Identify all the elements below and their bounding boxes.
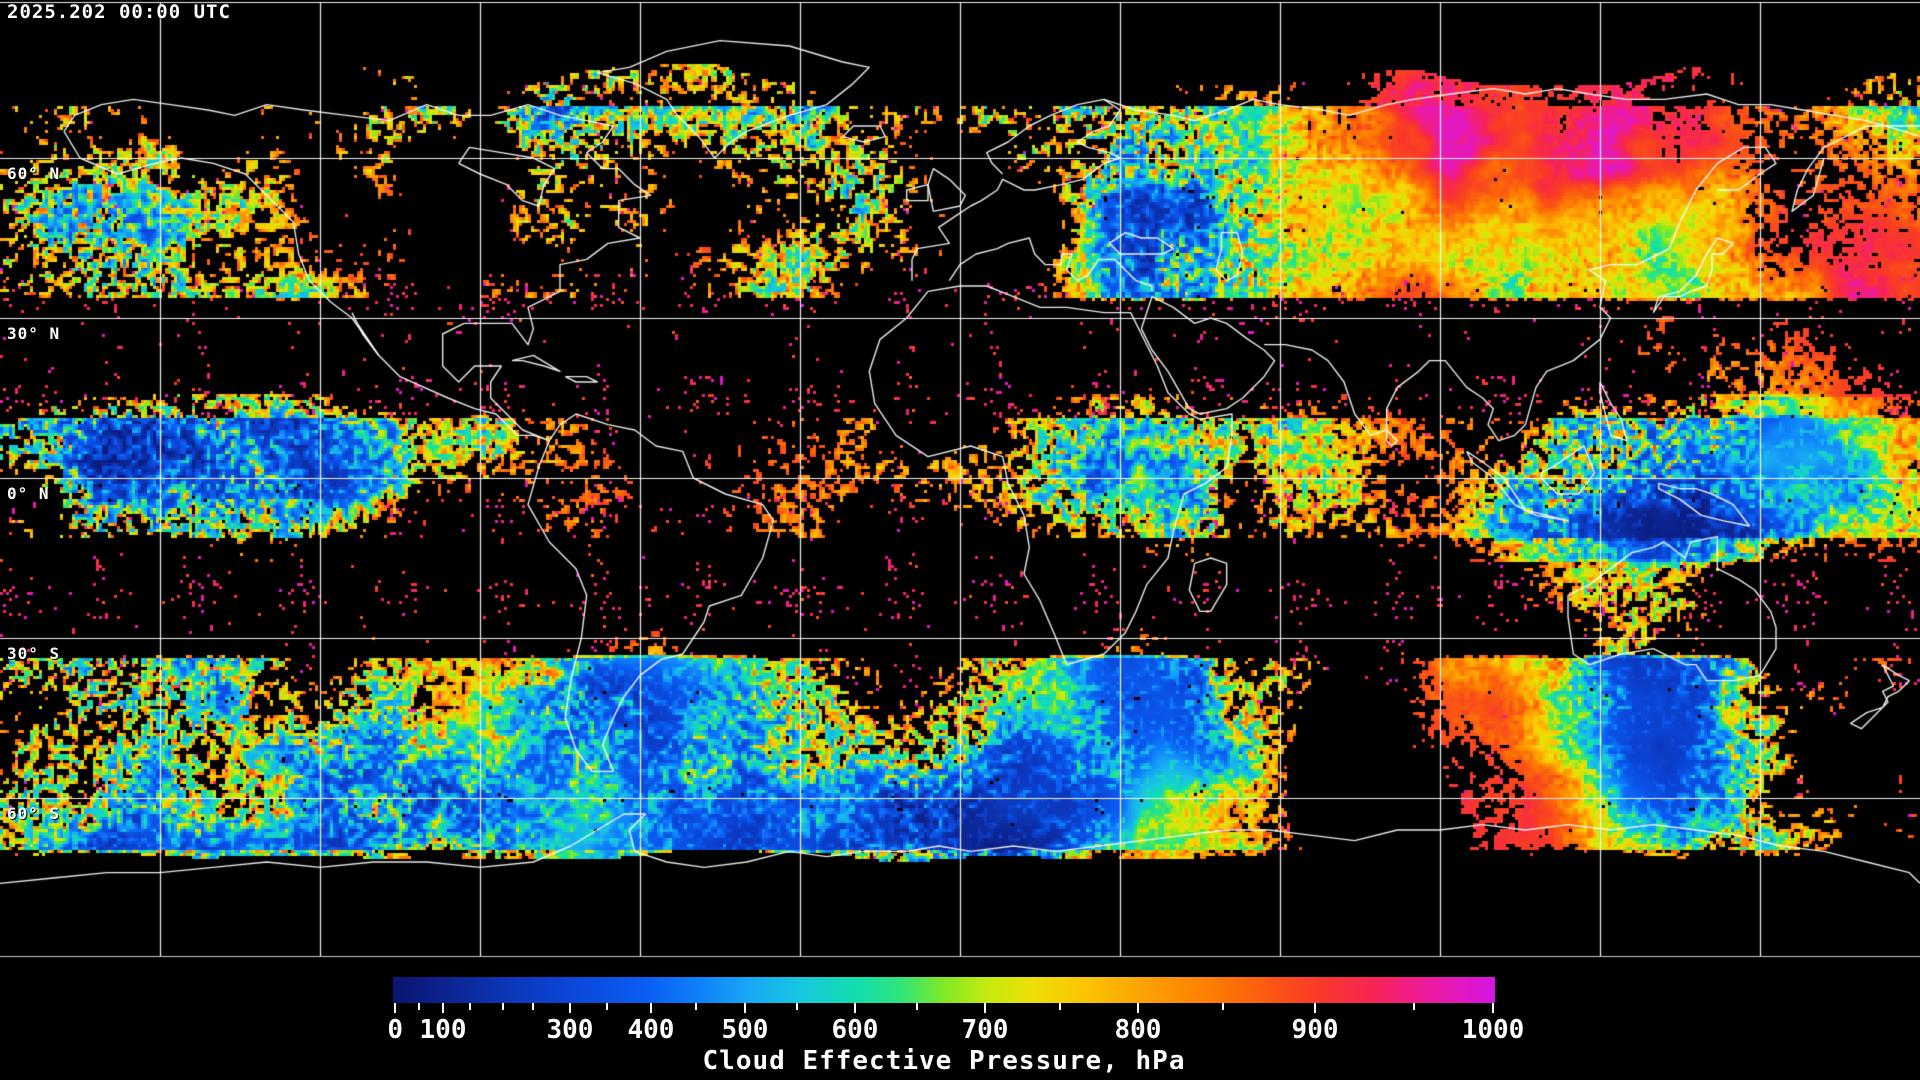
colorbar-tick xyxy=(1492,1003,1495,1013)
colorbar-tick-label: 800 xyxy=(1114,1015,1162,1045)
colorbar-tick xyxy=(1314,1003,1317,1013)
latitude-label: 60° N xyxy=(7,164,61,183)
colorbar-tick xyxy=(983,1003,986,1013)
colorbar-tick xyxy=(795,1003,798,1010)
latitude-label: 30° S xyxy=(7,644,61,663)
latitude-label: 0° N xyxy=(7,484,50,503)
colorbar-tick xyxy=(469,1003,472,1010)
colorbar-tick xyxy=(606,1003,608,1010)
colorbar-tick xyxy=(916,1003,918,1010)
latitude-label: 60° S xyxy=(7,804,61,823)
colorbar-tick-label: 900 xyxy=(1291,1015,1339,1045)
colorbar-tick xyxy=(1222,1003,1225,1010)
colorbar-tick xyxy=(501,1003,504,1010)
colorbar-tick-label: 1000 xyxy=(1461,1015,1525,1045)
latitude-label: 30° N xyxy=(7,324,61,343)
colorbar-tick xyxy=(1058,1003,1061,1010)
colorbar-tick xyxy=(1413,1003,1415,1010)
colorbar-tick xyxy=(743,1003,746,1013)
colorbar-tick xyxy=(394,1003,397,1013)
colorbar-tick xyxy=(442,1003,445,1013)
colorbar-tick-label: 100 xyxy=(419,1015,467,1045)
colorbar-tick-label: 600 xyxy=(831,1015,879,1045)
colorbar-gradient xyxy=(393,977,1495,1003)
colorbar-tick xyxy=(649,1003,652,1013)
colorbar-tick xyxy=(568,1003,571,1013)
colorbar-tick xyxy=(695,1003,698,1010)
colorbar-tick-label: 400 xyxy=(627,1015,675,1045)
colorbar-tick xyxy=(1136,1003,1139,1013)
global-cloud-map-canvas xyxy=(0,0,1920,968)
colorbar-tick xyxy=(853,1003,856,1013)
colorbar-tick-label: 700 xyxy=(961,1015,1009,1045)
colorbar-tick xyxy=(531,1003,534,1010)
colorbar-tick-label: 0 xyxy=(387,1015,404,1045)
colorbar-title: Cloud Effective Pressure, hPa xyxy=(702,1046,1186,1076)
colorbar-tick xyxy=(418,1003,420,1010)
timestamp-label: 2025.202 00:00 UTC xyxy=(7,1,231,23)
colorbar-tick-label: 300 xyxy=(546,1015,594,1045)
colorbar-tick-label: 500 xyxy=(721,1015,769,1045)
